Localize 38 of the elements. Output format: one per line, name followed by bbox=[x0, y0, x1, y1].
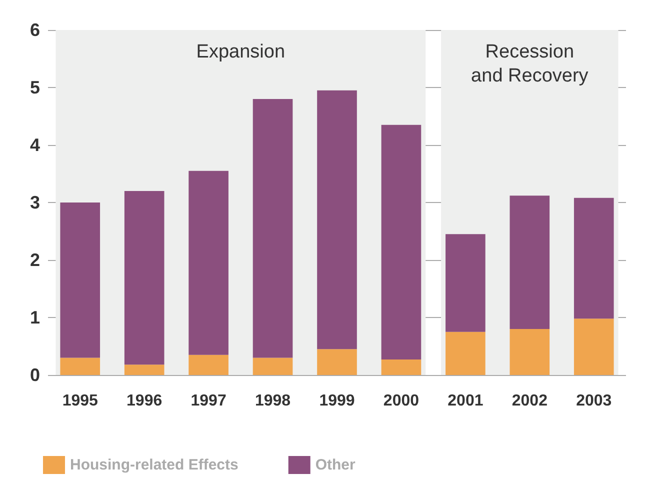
x-tick-label: 2001 bbox=[448, 392, 484, 410]
bar bbox=[381, 359, 422, 375]
bar bbox=[124, 364, 164, 375]
bar bbox=[574, 198, 614, 319]
x-tick-label: 1998 bbox=[254, 392, 291, 410]
x-tick-label: 1997 bbox=[190, 392, 226, 410]
bar bbox=[446, 234, 486, 332]
bar bbox=[446, 332, 486, 375]
x-tick-label: 1995 bbox=[62, 392, 98, 410]
band-label: Recession and Recovery bbox=[471, 42, 589, 86]
bar bbox=[252, 358, 293, 375]
bar bbox=[124, 191, 164, 365]
bar bbox=[510, 329, 550, 375]
bar bbox=[510, 196, 550, 329]
y-tick-label: 2 bbox=[30, 250, 40, 270]
x-tick-label: 1999 bbox=[319, 392, 355, 410]
bar bbox=[188, 170, 228, 355]
y-tick-label: 6 bbox=[30, 20, 40, 40]
x-tick-label: 1996 bbox=[126, 392, 162, 410]
legend-label: Housing-related Effects bbox=[70, 456, 238, 474]
bar bbox=[317, 90, 357, 350]
y-tick-label: 0 bbox=[30, 365, 40, 385]
bar bbox=[60, 358, 100, 375]
bar bbox=[252, 99, 293, 358]
bar bbox=[60, 202, 100, 358]
band-label: Expansion bbox=[196, 42, 286, 62]
y-tick-label: 1 bbox=[30, 308, 40, 328]
y-tick-label: 5 bbox=[30, 78, 40, 98]
x-tick-label: 2000 bbox=[383, 392, 420, 410]
y-tick-label: 3 bbox=[30, 192, 40, 212]
x-tick-label: 2002 bbox=[512, 392, 548, 410]
bar bbox=[381, 124, 422, 360]
x-tick-label: 2003 bbox=[576, 392, 612, 410]
legend-label: Other bbox=[315, 456, 356, 474]
y-tick-label: 4 bbox=[30, 135, 40, 155]
bar bbox=[574, 318, 614, 375]
bar bbox=[317, 349, 357, 375]
bar bbox=[188, 354, 228, 375]
